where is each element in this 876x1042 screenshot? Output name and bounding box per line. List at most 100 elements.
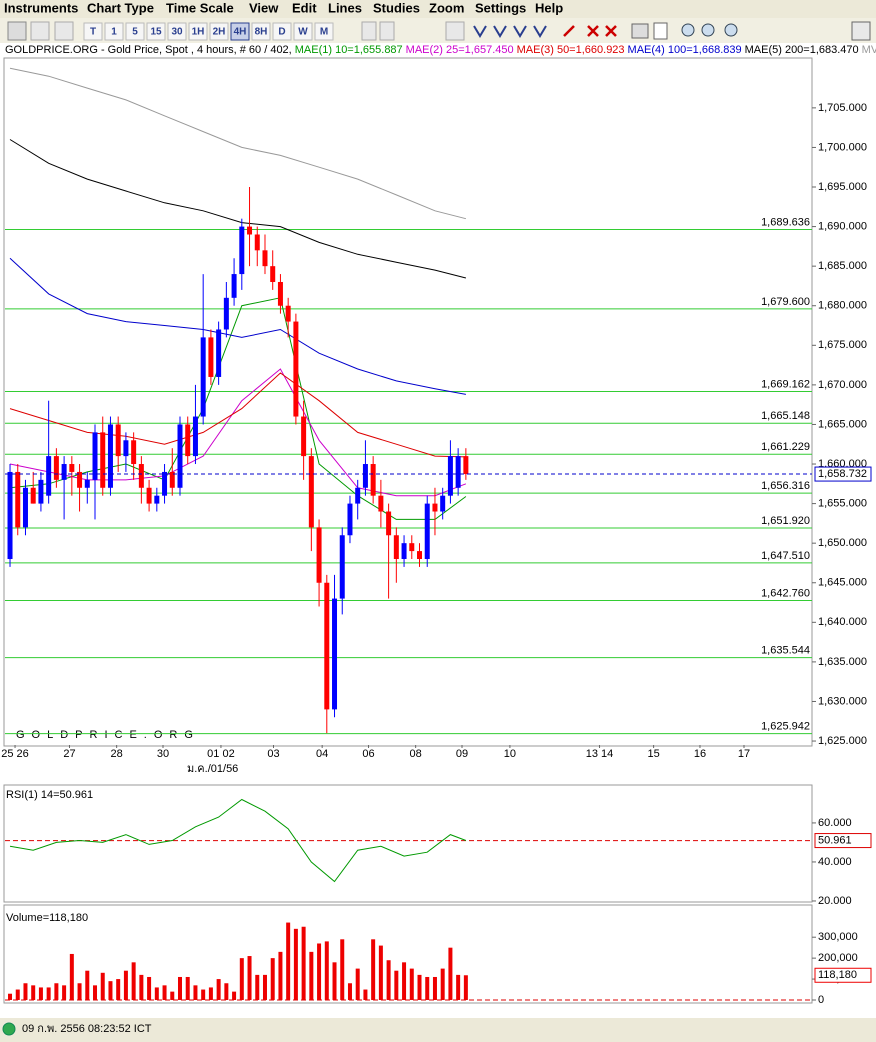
timeframe-button[interactable] [251, 22, 271, 41]
menu-item[interactable]: Chart Type [87, 0, 154, 15]
timeframe-label[interactable]: 2H [213, 27, 226, 38]
y-tick-label: 0 [818, 994, 824, 1006]
zoom-in-icon[interactable] [681, 23, 695, 37]
timeframe-label[interactable]: D [278, 27, 285, 38]
toolbar-icon[interactable] [379, 21, 395, 41]
zoom-out-icon[interactable] [701, 23, 715, 37]
toolbar-icon[interactable] [361, 21, 377, 41]
volume-bar [340, 939, 345, 1000]
panel-title: RSI(1) 14=50.961 [6, 789, 93, 801]
value-box-label: 50.961 [818, 834, 852, 846]
toolbar-icon[interactable] [30, 21, 50, 41]
timeframe-button[interactable] [167, 22, 187, 41]
timeframe-label[interactable]: 5 [132, 27, 138, 38]
rsi-line [9, 798, 467, 883]
volume-bar [8, 993, 13, 1000]
watermark: GOLDPRICE.ORG [16, 729, 200, 741]
timeframe-button[interactable] [125, 22, 145, 41]
candle-body [270, 266, 276, 282]
toolbar-icon[interactable] [54, 21, 74, 41]
timeframe-label[interactable]: 15 [150, 27, 162, 38]
timeframe-label[interactable]: 30 [171, 27, 183, 38]
level-label: 1,689.636 [761, 216, 810, 228]
candle-body [15, 471, 21, 528]
timeframe-button[interactable] [209, 22, 229, 41]
timeframe-button[interactable] [104, 22, 124, 41]
level-label: 1,656.316 [761, 480, 810, 492]
menu-item[interactable]: Settings [475, 0, 526, 15]
menu-item[interactable]: Studies [373, 0, 420, 15]
volume-bar [317, 943, 322, 1000]
candle-body [332, 598, 338, 710]
candle-body [362, 464, 368, 488]
moving-average [9, 67, 467, 220]
status-text: 09 ก.พ. 2556 08:23:52 ICT [22, 1023, 152, 1035]
toolbar-icon[interactable] [445, 21, 465, 41]
timeframe-label[interactable]: 1 [111, 27, 117, 38]
timeframe-label[interactable]: 8H [255, 27, 268, 38]
candle-body [239, 226, 245, 275]
menu-item[interactable]: Lines [328, 0, 362, 15]
menu-item[interactable]: Edit [292, 0, 317, 15]
menu-item[interactable]: View [249, 0, 279, 15]
candle-body [22, 487, 28, 528]
volume-bar [378, 945, 383, 1000]
timeframe-label[interactable]: W [298, 27, 308, 38]
panel-title: Volume=118,180 [6, 912, 88, 924]
line-tools[interactable] [473, 25, 547, 38]
menu-item[interactable]: Instruments [4, 0, 78, 15]
timeframe-label[interactable]: 4H [234, 27, 247, 38]
page-icon[interactable] [653, 22, 668, 40]
candle-body [192, 416, 198, 457]
volume-bar [93, 985, 98, 1000]
candle-body [409, 543, 415, 552]
toolbar-icon[interactable] [7, 21, 27, 41]
y-tick-label: 1,640.000 [818, 616, 867, 628]
volume-bar [108, 981, 113, 1000]
timeframe-label[interactable]: T [90, 27, 96, 38]
volume-bar [216, 979, 221, 1000]
timeframe-button[interactable] [272, 22, 292, 41]
timeframe-label[interactable]: 1H [192, 27, 205, 38]
y-tick-label: 1,655.000 [818, 498, 867, 510]
candle-body [285, 305, 291, 322]
volume-bar [232, 991, 237, 1000]
timeframe-button[interactable] [314, 22, 334, 41]
timeframe-button[interactable] [146, 22, 166, 41]
timeframe-label[interactable]: M [320, 27, 328, 38]
level-label: 1,679.600 [761, 296, 810, 308]
print-icon[interactable] [631, 23, 649, 39]
zoom-reset-icon[interactable] [724, 23, 738, 37]
volume-bar [417, 974, 422, 1000]
candle-body [7, 471, 13, 560]
y-tick-label: 1,700.000 [818, 141, 867, 153]
candle-body [154, 495, 160, 504]
candle-body [107, 424, 113, 488]
volume-bar [386, 960, 391, 1000]
candle-body [424, 503, 430, 560]
timeframe-button[interactable] [188, 22, 208, 41]
delete-tools[interactable] [563, 25, 617, 37]
candle-body [146, 487, 152, 504]
y-tick-label: 1,685.000 [818, 260, 867, 272]
candle-body [447, 456, 453, 496]
volume-bar [123, 970, 128, 1000]
candle-body [440, 495, 446, 512]
volume-bar [448, 947, 453, 1000]
y-tick-label: 1,625.000 [818, 735, 867, 747]
timeframe-button[interactable] [293, 22, 313, 41]
panel-toggle[interactable] [851, 21, 871, 41]
timeframe-button[interactable] [83, 22, 103, 41]
menu-item[interactable]: Zoom [429, 0, 464, 15]
moving-average [9, 372, 466, 458]
menu-item[interactable]: Help [535, 0, 563, 15]
moving-average [9, 257, 466, 395]
candle-body [200, 337, 206, 417]
level-label: 1,651.920 [761, 515, 810, 527]
volume-bar [147, 976, 152, 1000]
timeframe-button[interactable] [230, 22, 250, 41]
volume-bar [15, 989, 20, 1000]
volume-panel [3, 904, 813, 1004]
menu-item[interactable]: Time Scale [166, 0, 234, 15]
